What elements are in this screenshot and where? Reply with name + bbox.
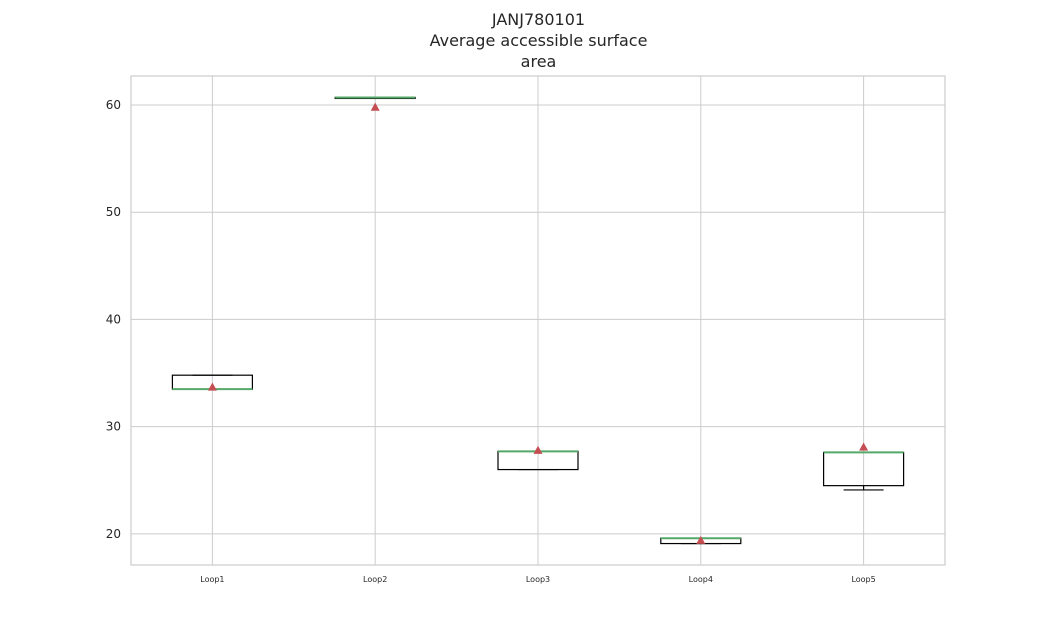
chart-title-line-2: Average accessible surface (429, 31, 648, 50)
y-tick-label: 20 (106, 527, 121, 541)
y-tick-label: 30 (106, 420, 121, 434)
plot-frame (130, 75, 946, 566)
box-mean-marker (533, 445, 543, 454)
y-tick-label: 50 (106, 205, 121, 219)
chart-title-line-1: JANJ780101 (491, 10, 586, 29)
x-tick-label: Loop1 (200, 575, 224, 584)
y-tick-label: 60 (106, 98, 121, 112)
chart-title-line-3: area (520, 52, 557, 71)
x-tick-label: Loop2 (363, 575, 387, 584)
x-tick-label: Loop4 (689, 575, 713, 584)
box-mean-marker (207, 382, 217, 391)
box-mean-marker (370, 102, 380, 111)
box-mean-marker (696, 535, 706, 544)
box-mean-marker (859, 442, 869, 451)
x-tick-label: Loop3 (526, 575, 550, 584)
x-tick-label: Loop5 (851, 575, 875, 584)
y-tick-label: 40 (106, 312, 121, 326)
